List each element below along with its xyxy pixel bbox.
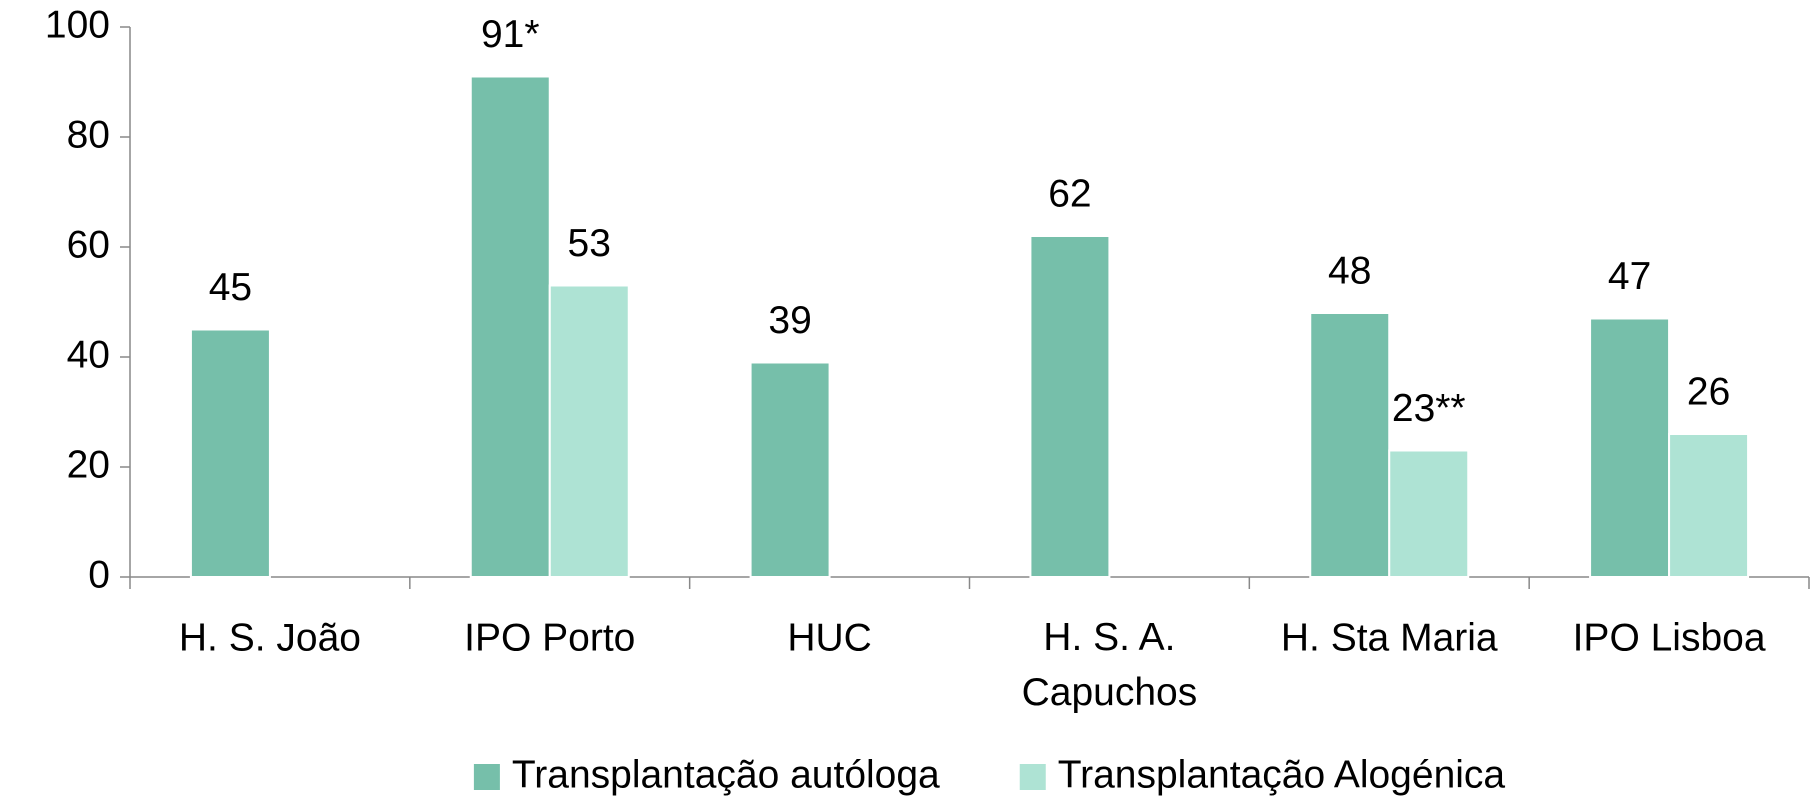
bar (1029, 235, 1111, 578)
x-tick-label: H. S. A. Capuchos (1022, 616, 1198, 714)
x-tick-label-line: H. S. A. (1043, 616, 1175, 659)
bar (1388, 449, 1470, 578)
legend-swatch (473, 764, 500, 790)
bar (548, 284, 630, 578)
value-label: 23** (1392, 387, 1466, 430)
x-tick-label: H. S. João (179, 616, 361, 659)
y-tick-label: 0 (88, 553, 110, 596)
x-tick-label: H. Sta Maria (1281, 616, 1498, 659)
value-label: 47 (1608, 255, 1651, 298)
legend-label: Transplantação autóloga (512, 753, 940, 796)
value-label: 26 (1687, 370, 1730, 413)
y-tick-label: 80 (67, 113, 110, 156)
bar (1589, 317, 1671, 578)
value-label: 53 (568, 222, 611, 265)
y-tick-label: 40 (67, 333, 110, 376)
bar (749, 361, 831, 578)
legend-swatch (1019, 764, 1046, 790)
bar (1309, 312, 1391, 578)
value-label: 91* (481, 13, 540, 56)
x-tick-label: HUC (787, 616, 872, 659)
bar (469, 75, 551, 578)
value-label: 39 (768, 299, 811, 342)
value-label: 48 (1328, 249, 1371, 292)
value-label: 62 (1048, 172, 1091, 215)
x-tick-label-line: Capuchos (1022, 671, 1198, 714)
legend-label: Transplantação Alogénica (1058, 753, 1506, 796)
y-tick-label: 60 (67, 223, 110, 266)
y-tick-label: 100 (45, 3, 110, 46)
y-tick-label: 20 (67, 443, 110, 486)
value-label: 45 (209, 266, 252, 309)
x-tick-label: IPO Lisboa (1573, 616, 1766, 659)
bar (1668, 433, 1750, 578)
x-tick-label: IPO Porto (464, 616, 635, 659)
bar (189, 328, 271, 578)
